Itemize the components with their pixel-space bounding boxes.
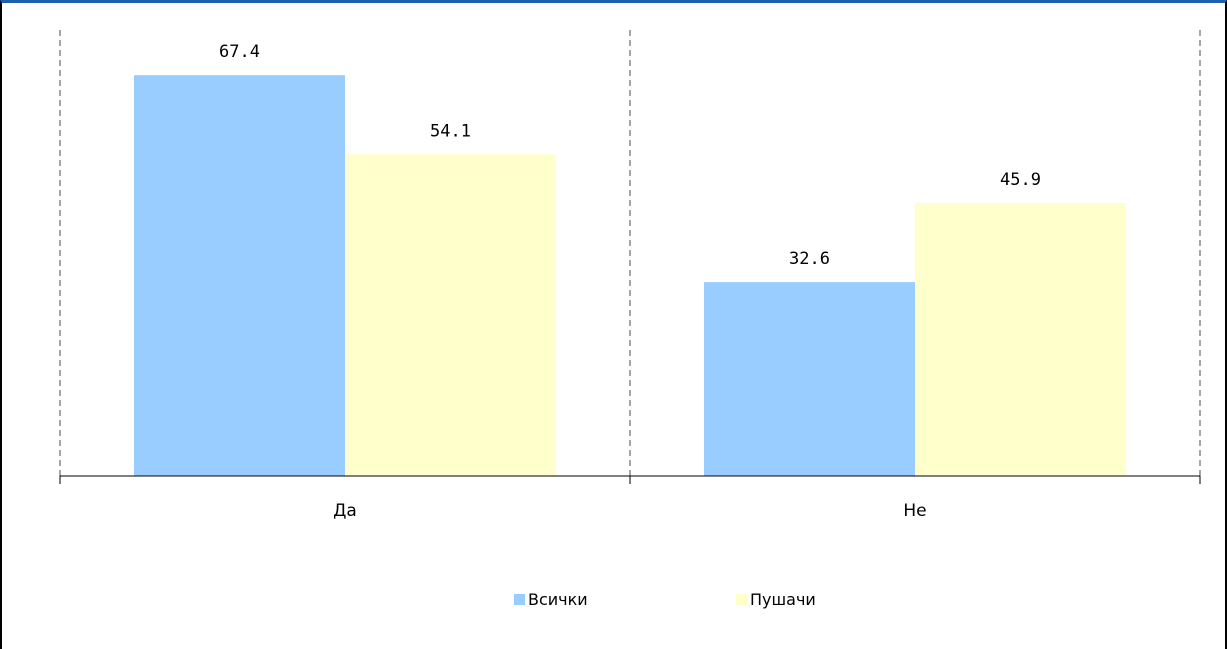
category-dividers [59,30,1201,476]
legend-label: Всички [528,590,588,609]
category-label: Не [903,501,926,521]
data-label: 45.9 [1000,170,1041,190]
bar-smokers-2 [915,203,1126,476]
bars [134,75,1126,476]
category-labels: Да Не [333,501,926,521]
legend-swatch [736,594,747,605]
bar-all-2 [704,282,915,476]
data-labels: 67.4 54.1 32.6 45.9 [219,42,1041,269]
category-label: Да [333,501,357,521]
legend: Всички Пушачи [514,590,816,609]
legend-label: Пушачи [750,590,816,609]
x-axis-ticks [59,476,1201,484]
data-label: 54.1 [430,121,471,141]
data-label: 32.6 [789,249,830,269]
bar-smokers-1 [345,154,556,476]
bar-all-1 [134,75,345,476]
data-label: 67.4 [219,42,260,62]
legend-swatch [514,594,525,605]
